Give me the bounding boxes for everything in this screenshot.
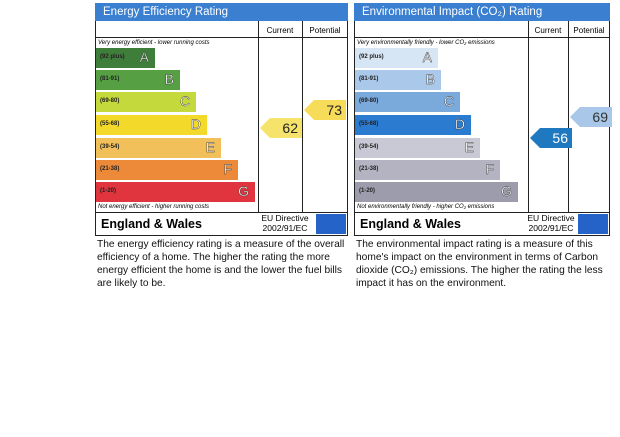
region: England & Wales [101,217,202,231]
eu-flag [316,214,346,234]
panel-title: Environmental Impact (CO₂) Rating [354,3,610,21]
directive: EU Directive [527,213,575,223]
panel-title: Energy Efficiency Rating [95,3,348,21]
band-range: (92 plus) [100,54,125,60]
band-range: (81-91) [359,76,379,82]
band-letter: D [454,116,466,132]
rating-band: (55-68) D [355,115,471,135]
band-range: (55-68) [359,121,379,127]
directive-code: 2002/91/EC [262,223,308,233]
band-letter: A [139,49,149,65]
band-letter: C [443,93,455,109]
column-line [568,21,569,213]
column-header: Potential [309,26,341,35]
column-header: Current [266,26,294,35]
potential-rating: 73 [304,100,346,120]
current-rating: 62 [260,118,302,138]
header-line [354,37,610,38]
rating-band: (1-20) G [96,182,255,202]
band-range: (55-68) [100,121,120,127]
footer-line [95,212,348,213]
rating-band: (81-91) B [355,70,441,90]
rating-band: (69-80) C [355,92,460,112]
rating-band: (39-54) E [355,138,480,158]
potential-rating: 69 [570,107,612,127]
description: The energy efficiency rating is a measur… [97,239,345,289]
rating-band: (21-38) F [96,160,238,180]
rating-band: (92 plus) A [96,48,155,68]
column-header: Potential [573,26,605,35]
band-range: (81-91) [100,76,120,82]
band-letter: D [190,116,202,132]
band-letter: A [422,49,432,65]
band-letter: E [205,139,215,155]
eu-flag [578,214,608,234]
band-letter: F [485,161,494,177]
band-letter: B [425,71,435,87]
header-line [95,37,348,38]
rating-band: (21-38) F [355,160,500,180]
band-range: (69-80) [359,98,379,104]
band-range: (21-38) [359,166,379,172]
rating-band: (92 plus) A [355,48,438,68]
band-letter: G [238,183,249,199]
band-letter: C [179,93,191,109]
bottom-note: Not environmentally friendly - higher CO… [357,204,495,210]
top-note: Very energy efficient - lower running co… [98,40,210,46]
band-letter: B [164,71,174,87]
region: England & Wales [360,217,461,231]
column-line [302,21,303,213]
directive-code: 2002/91/EC [528,223,574,233]
top-note: Very environmentally friendly - lower CO… [357,40,495,46]
band-range: (69-80) [100,98,120,104]
column-line [528,21,529,213]
column-header: Current [534,26,562,35]
band-letter: F [223,161,232,177]
band-range: (1-20) [100,188,117,194]
rating-band: (1-20) G [355,182,518,202]
rating-band: (39-54) E [96,138,221,158]
directive: EU Directive [261,213,309,223]
footer-line [354,212,610,213]
bottom-note: Not energy efficient - higher running co… [98,204,210,210]
band-range: (1-20) [359,188,376,194]
band-range: (39-54) [359,144,379,150]
band-letter: G [501,183,512,199]
rating-band: (81-91) B [96,70,180,90]
band-range: (21-38) [100,166,120,172]
rating-band: (55-68) D [96,115,207,135]
column-line [258,21,259,213]
band-letter: E [464,139,474,155]
current-rating: 56 [530,128,572,148]
band-range: (39-54) [100,144,120,150]
band-range: (92 plus) [359,54,384,60]
description: The environmental impact rating is a mea… [356,239,603,289]
rating-band: (69-80) C [96,92,196,112]
